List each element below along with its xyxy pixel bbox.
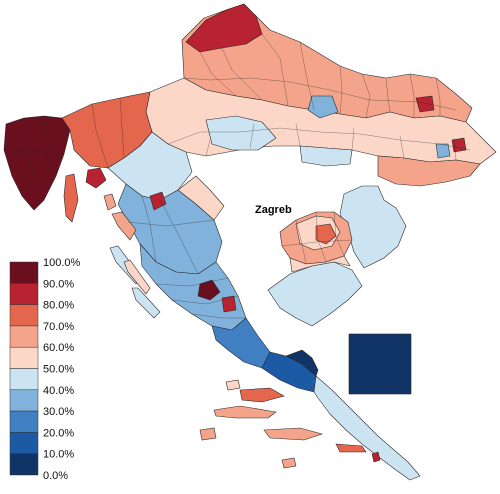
inset-label: Zagreb (255, 204, 292, 216)
zagreb-mid (289, 255, 351, 273)
zagreb-core (315, 223, 337, 245)
island-kornati (131, 287, 161, 319)
legend-label: 70.0% (43, 321, 74, 333)
legend-label: 10.0% (43, 449, 74, 461)
region-banovina (205, 115, 277, 151)
legend-swatch (9, 304, 39, 327)
legend-swatch (9, 453, 39, 476)
legend-label: 30.0% (43, 406, 74, 418)
region-lika-east (177, 175, 225, 221)
inset-square (348, 333, 412, 395)
legend-label: 90.0% (43, 278, 74, 290)
island-solta (225, 379, 241, 391)
region-drnis (221, 295, 237, 313)
legend-swatch (9, 389, 39, 412)
region-slavonia (377, 155, 481, 187)
legend-swatch (9, 346, 39, 369)
legend-swatch (9, 283, 39, 305)
region-zagorje (185, 3, 263, 53)
zagreb-south (267, 261, 363, 327)
legend-swatch (9, 368, 39, 391)
island-lopud (371, 451, 381, 463)
region-istria (3, 115, 71, 211)
region-slavonia-pocket (435, 143, 451, 159)
region-makarska (285, 349, 319, 377)
legend-label: 40.0% (43, 385, 74, 397)
islands (63, 167, 381, 469)
zagreb-east (339, 185, 407, 269)
region-gospic (149, 191, 167, 211)
legend-swatch (9, 410, 39, 433)
island-krk (85, 167, 107, 189)
island-brac (239, 387, 285, 403)
island-pag (111, 211, 137, 241)
legend: 100.0% 90.0% 80.0% 70.0% 60.0% 50.0% 40.0% 30.0… (9, 257, 81, 482)
island-cres (63, 173, 79, 223)
legend-label: 0.0% (43, 470, 68, 482)
island-vis (199, 427, 217, 441)
region-moslavina (307, 95, 339, 119)
island-lastovo (281, 457, 297, 469)
legend-swatch (9, 432, 39, 454)
legend-swatch (9, 325, 39, 348)
region-posavina (299, 145, 353, 167)
region-virovitica (415, 95, 435, 113)
legend-label: 50.0% (43, 364, 74, 376)
island-mljet (335, 443, 367, 453)
municipal-boundaries (12, 33, 471, 319)
island-ugljan (123, 259, 151, 295)
legend-swatch (9, 261, 39, 284)
legend-label: 20.0% (43, 427, 74, 439)
legend-label: 100.0% (43, 257, 81, 269)
island-korcula (263, 427, 324, 441)
island-hvar (213, 405, 277, 419)
legend-label: 60.0% (43, 342, 74, 354)
island-rab (103, 193, 117, 211)
region-knin (197, 279, 221, 301)
region-south-dalmatia (313, 375, 421, 481)
zagreb-inset: Zagreb (255, 185, 407, 327)
legend-label: 80.0% (43, 300, 74, 312)
